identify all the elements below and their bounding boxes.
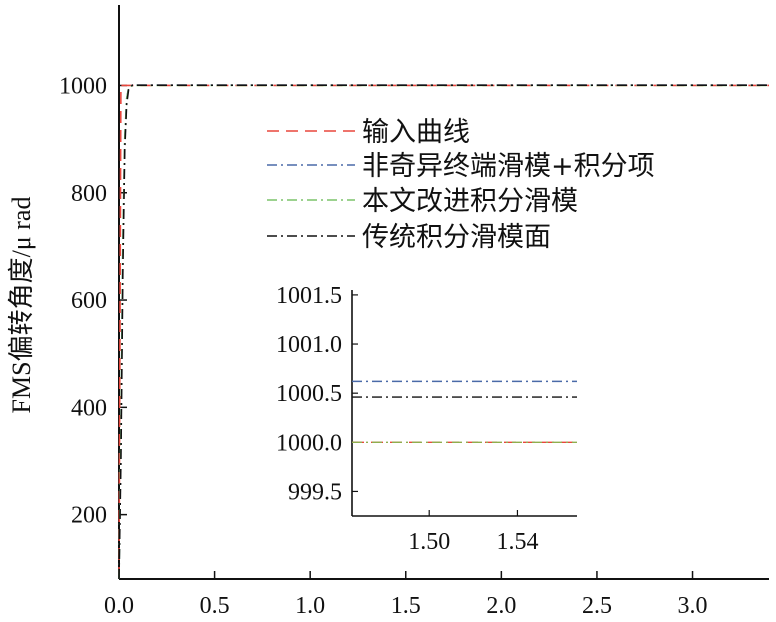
x-tick-label: 2.0 <box>486 593 516 619</box>
y-tick-label: 600 <box>71 288 107 314</box>
inset-y-tick-label: 1001.0 <box>276 332 342 358</box>
y-tick-label: 200 <box>71 503 107 529</box>
x-tick-label: 0.5 <box>200 593 230 619</box>
y-tick-label: 800 <box>71 181 107 207</box>
legend-entry: 输入曲线 <box>362 117 470 148</box>
inset-background <box>352 290 577 516</box>
x-tick-label: 2.5 <box>582 593 612 619</box>
legend-entry: 传统积分滑模面 <box>362 222 551 253</box>
x-tick-label: 1.5 <box>391 593 421 619</box>
inset-y-tick-label: 999.5 <box>288 479 342 505</box>
y-axis-label: FMS偏转角度/μ rad <box>7 197 36 414</box>
x-tick-label: 3.0 <box>678 593 708 619</box>
x-tick-label: 1.0 <box>295 593 325 619</box>
inset-x-tick-label: 1.54 <box>496 529 538 555</box>
inset-y-tick-label: 1000.5 <box>276 381 342 407</box>
inset-x-tick-label: 1.50 <box>408 529 450 555</box>
legend-entry: 本文改进积分滑模 <box>362 186 578 217</box>
series-line-4 <box>118 84 769 580</box>
inset-y-tick-label: 1000.0 <box>276 430 342 456</box>
main-plot: 0.0 0.5 1.0 1.5 2.0 2.5 3.0 200 400 600 800 1000 <box>59 5 769 619</box>
inset-y-tick-label: 1001.5 <box>276 283 342 309</box>
inset-plot: 999.5 1000.0 1000.5 1001.0 1001.5 1.50 1.54 <box>276 283 577 555</box>
y-tick-label: 400 <box>71 395 107 421</box>
y-tick-label: 1000 <box>59 73 107 99</box>
x-tick-label: 0.0 <box>104 593 134 619</box>
legend-entry: 非奇异终端滑模+积分项 <box>362 151 655 182</box>
